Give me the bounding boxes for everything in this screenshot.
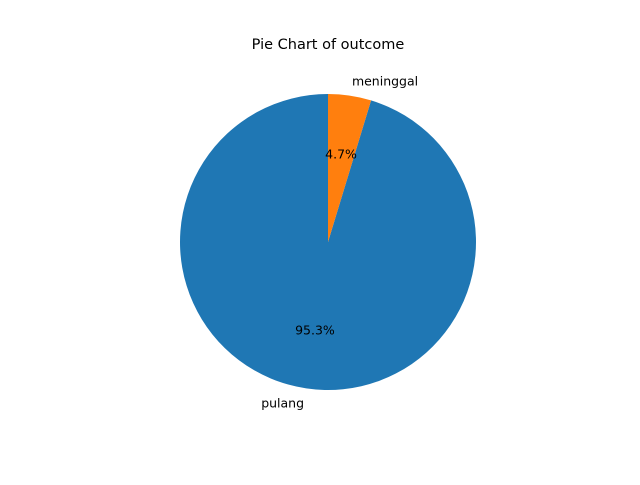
pie-pct-label-meninggal: 4.7% [325, 147, 357, 162]
pie-slices [179, 94, 476, 391]
pie-slice-meninggal [328, 94, 372, 242]
pie-slice-pulang [179, 94, 476, 391]
chart-title: Pie Chart of outcome [252, 37, 405, 53]
pie-category-label-pulang: pulang [261, 396, 304, 411]
pie-pct-label-pulang: 95.3% [295, 322, 335, 337]
pie-category-label-meninggal: meninggal [352, 73, 418, 88]
pie-labels: 95.3% pulang 4.7% meninggal [261, 73, 418, 410]
